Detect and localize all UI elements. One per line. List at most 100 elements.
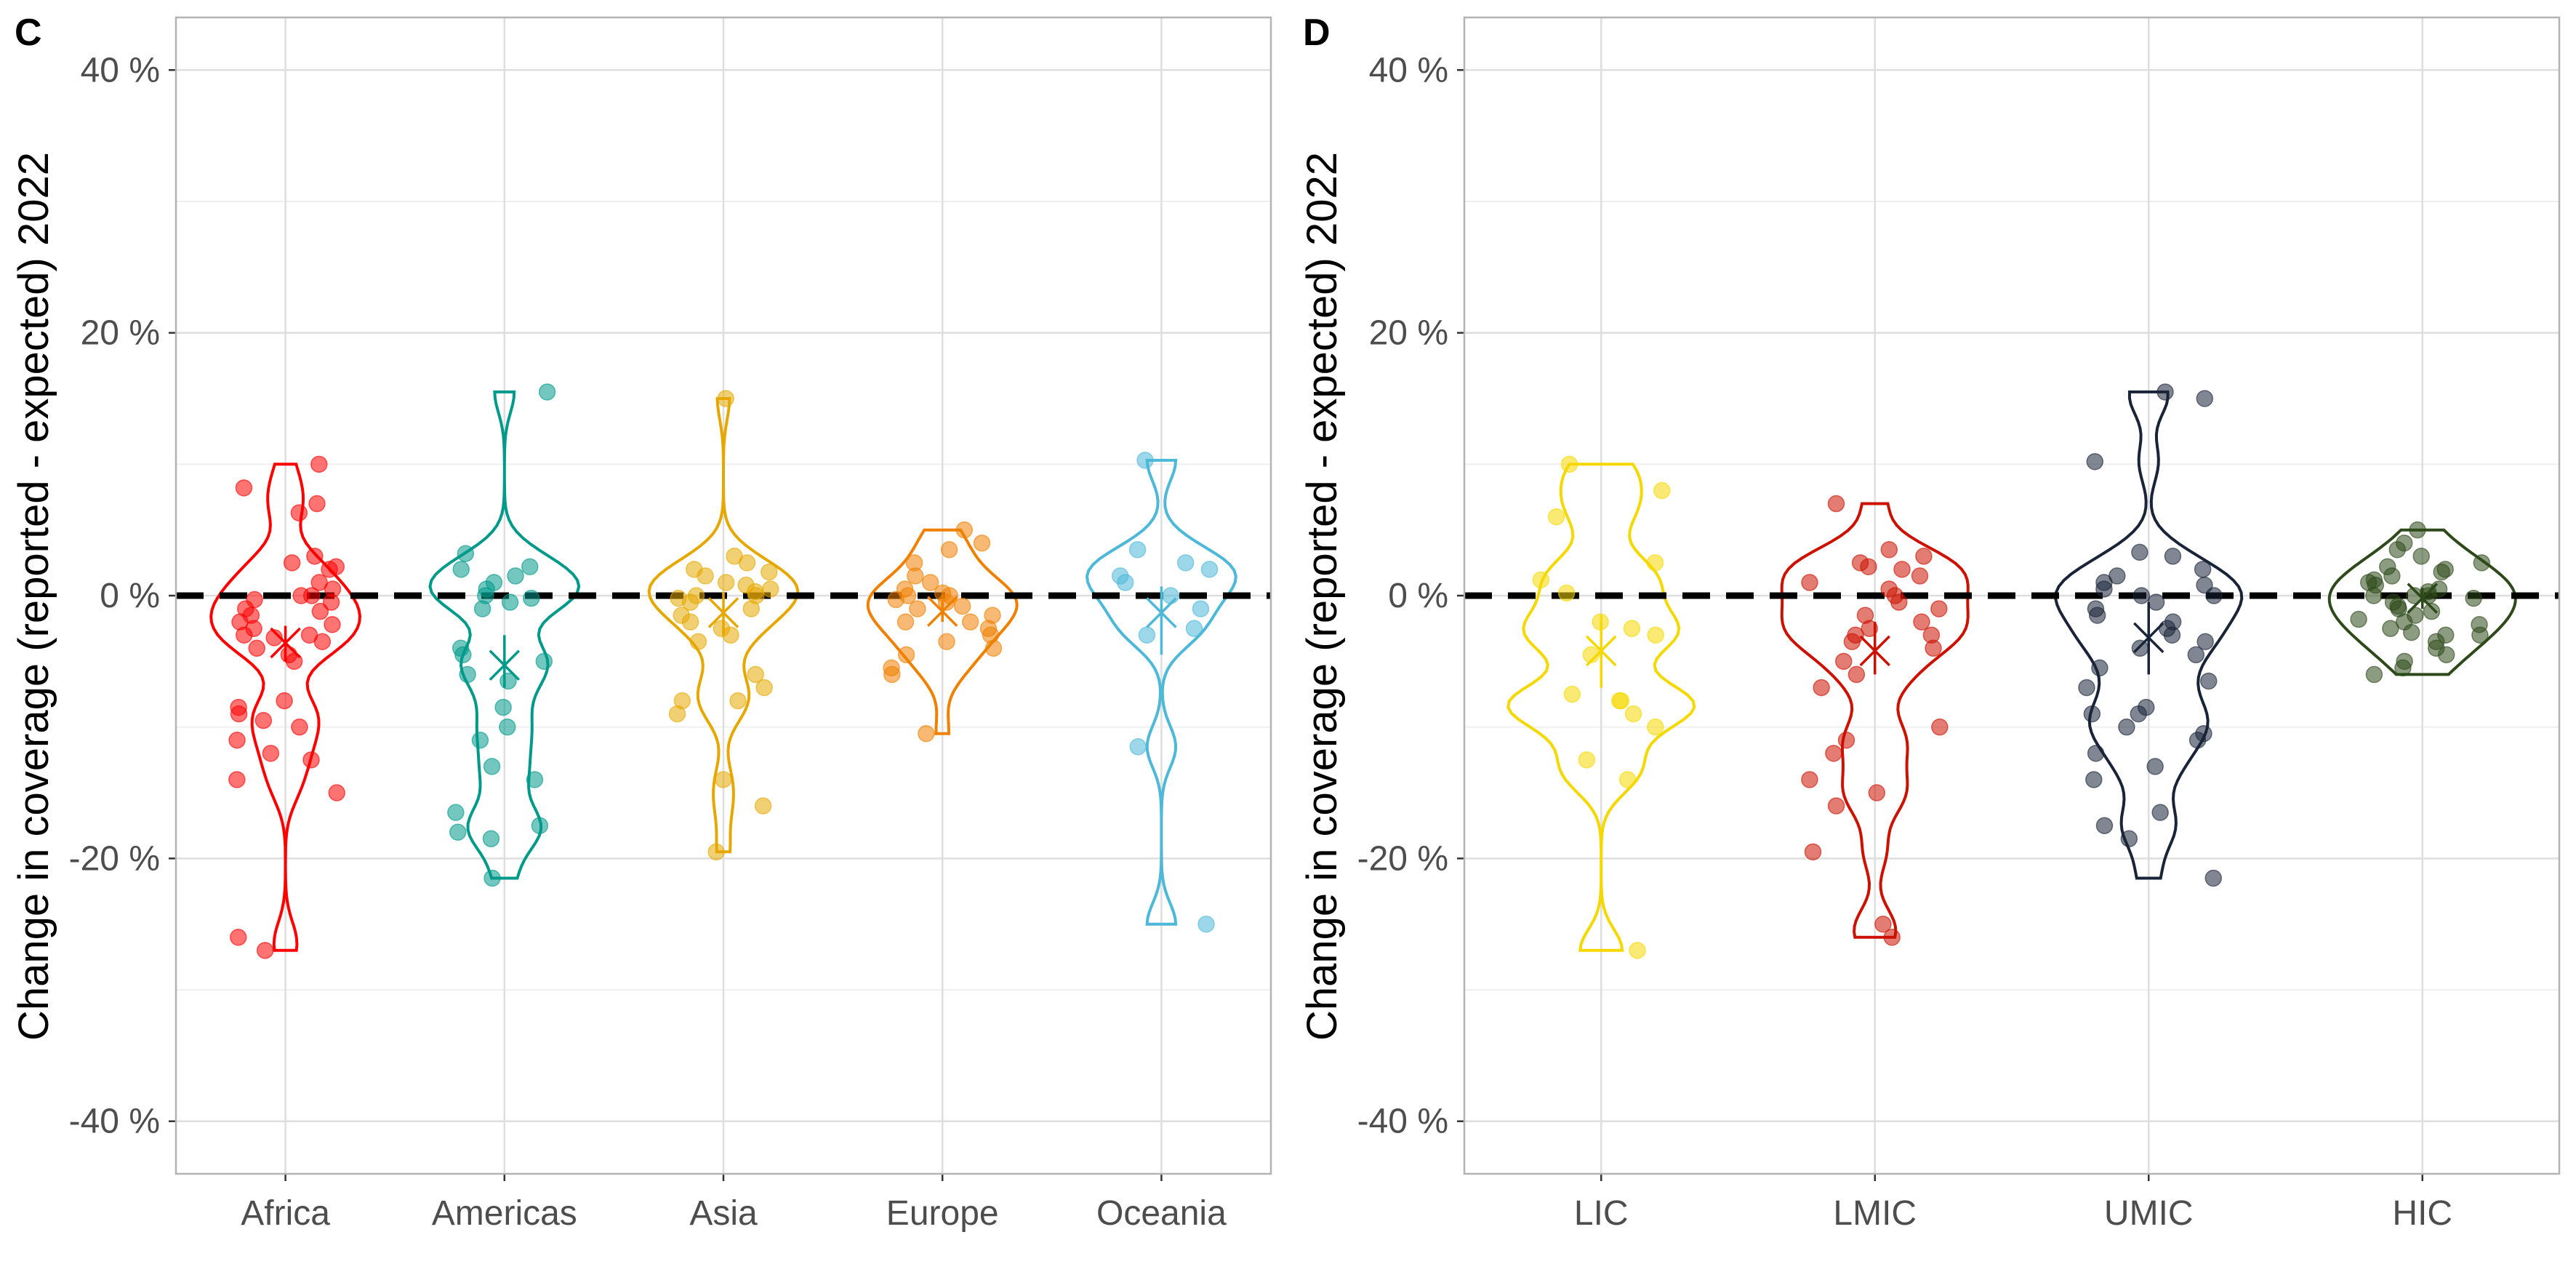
data-point [522,589,540,607]
data-point [494,698,512,716]
mean-marker [1586,635,1617,667]
data-point [717,390,734,407]
data-point [1931,718,1949,736]
violin-shape [209,463,362,952]
data-point [2156,383,2174,401]
data-point [955,521,974,539]
data-point [276,692,293,710]
data-point [535,652,553,671]
data-point [230,705,248,723]
data-point [1874,915,1892,933]
data-point [1925,639,1942,657]
data-point [2147,593,2165,611]
data-point [1192,600,1210,617]
data-point [2188,732,2207,749]
data-point [228,732,246,749]
data-point [1162,587,1179,604]
data-point [715,771,732,788]
data-point [1623,620,1641,637]
data-point [1847,665,1866,684]
data-point [538,383,556,401]
y-tick-label: 40 % [81,51,160,89]
data-point [2091,659,2108,677]
data-point [1930,600,1948,617]
data-point [302,751,320,769]
data-point [2196,633,2214,650]
mean-marker [707,597,739,628]
data-point [2433,563,2450,581]
data-point [2087,745,2105,762]
data-point [2088,607,2106,624]
data-point [308,495,326,513]
data-point [1880,541,1898,559]
y-tick-label: -40 % [1357,1103,1448,1141]
y-tick-label: -20 % [69,839,160,878]
data-point [761,580,779,598]
mean-marker [2407,583,2438,614]
data-point [2132,587,2151,604]
data-point [738,554,756,572]
y-tick-label: 20 % [81,314,160,353]
data-point [1801,574,1818,591]
data-point [2086,452,2104,471]
data-point [897,646,915,664]
data-point [447,804,465,821]
data-point [761,563,778,581]
data-point [2120,830,2138,848]
data-point [1843,633,1861,650]
data-point [2388,541,2407,559]
data-point [2350,610,2367,628]
data-point [2365,587,2383,604]
y-tick-label: 0 % [1388,577,1448,615]
data-point [1827,797,1845,815]
data-point [2412,548,2430,565]
data-point [483,869,501,887]
data-point [2437,646,2455,664]
data-point [1868,784,1886,801]
data-point [1136,452,1154,469]
data-point [291,718,308,736]
violin-shape [2327,528,2517,676]
data-point [321,561,338,578]
data-point [1128,541,1147,559]
data-point [938,633,955,650]
data-point [2083,705,2101,723]
data-point [1629,942,1646,959]
data-point [2365,665,2383,684]
data-point [1883,929,1901,946]
y-tick-label: 40 % [1369,51,1448,89]
data-point [2130,705,2147,723]
data-point [754,797,772,815]
data-point [1563,685,1581,703]
data-point [452,561,470,578]
data-point [1612,692,1630,710]
data-point [306,548,324,565]
y-axis-title-d: Change in coverage (reported - expected)… [1299,152,1346,1041]
data-point [531,817,549,834]
data-point [2383,567,2401,585]
data-point [2151,804,2169,821]
data-point [2423,602,2441,620]
data-point [310,455,328,473]
y-tick-label: -40 % [69,1103,160,1141]
data-point [909,600,926,617]
data-point [501,593,519,611]
data-point [324,616,341,633]
panel-border [1463,16,2561,1175]
x-tick-label: UMIC [2104,1194,2194,1233]
data-point [747,665,764,684]
data-point [2205,587,2223,604]
y-tick-label: 0 % [100,577,160,615]
data-point [2187,646,2205,664]
data-point [2118,718,2135,736]
data-point [1861,620,1879,637]
data-point [454,646,472,664]
panel-d: D Change in coverage (reported - expecte… [1299,12,2561,1233]
data-point [2163,626,2181,644]
data-point [1835,652,1853,671]
data-point [499,718,516,736]
data-point [236,626,253,644]
x-tick-label: Americas [432,1194,577,1233]
data-point [1860,558,1877,575]
